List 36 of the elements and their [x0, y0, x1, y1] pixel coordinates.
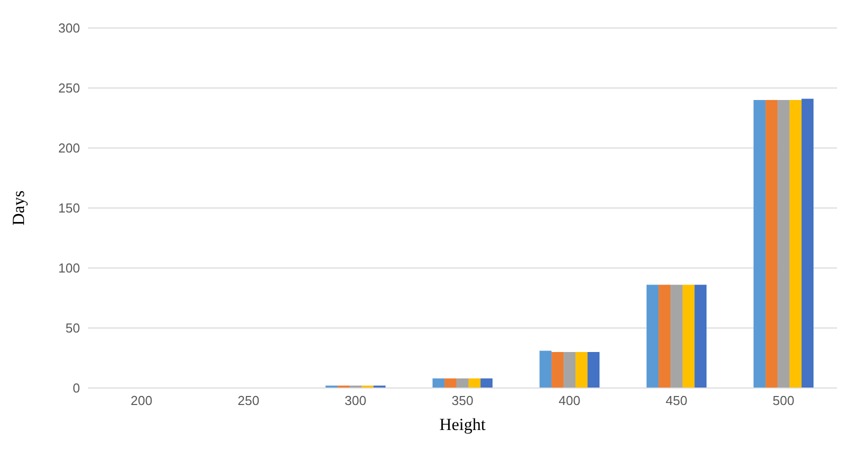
- x-tick-label: 300: [344, 393, 366, 408]
- bar: [754, 100, 766, 388]
- bar: [576, 352, 588, 388]
- bar: [552, 352, 564, 388]
- y-tick-label: 0: [72, 380, 80, 396]
- x-tick-label: 450: [666, 393, 688, 408]
- y-axis-title: Days: [9, 190, 28, 226]
- bar: [432, 378, 445, 388]
- bar: [646, 284, 659, 388]
- bar: [540, 350, 552, 388]
- bar: [456, 378, 469, 388]
- bar: [766, 100, 778, 388]
- y-tick-label: 150: [58, 200, 80, 216]
- bar: [658, 284, 671, 388]
- bar: [790, 100, 802, 388]
- bar: [564, 352, 576, 388]
- x-tick-label: 500: [772, 393, 794, 408]
- y-tick-label: 50: [66, 320, 80, 336]
- bar: [802, 98, 814, 388]
- bar: [670, 284, 683, 388]
- bar: [694, 284, 707, 388]
- y-tick-label: 300: [58, 20, 80, 36]
- bar: [468, 378, 481, 388]
- x-tick-label: 250: [238, 393, 260, 408]
- bar: [444, 378, 457, 388]
- bar: [480, 378, 493, 388]
- y-tick-label: 250: [58, 80, 80, 96]
- x-tick-label: 200: [130, 393, 152, 408]
- x-axis-title: Height: [439, 415, 486, 434]
- y-tick-label: 200: [58, 140, 80, 156]
- x-tick-label: 350: [452, 393, 474, 408]
- bar: [682, 284, 695, 388]
- x-tick-label: 400: [558, 393, 580, 408]
- bar: [588, 352, 600, 388]
- y-tick-label: 100: [58, 260, 80, 276]
- bar: [778, 100, 790, 388]
